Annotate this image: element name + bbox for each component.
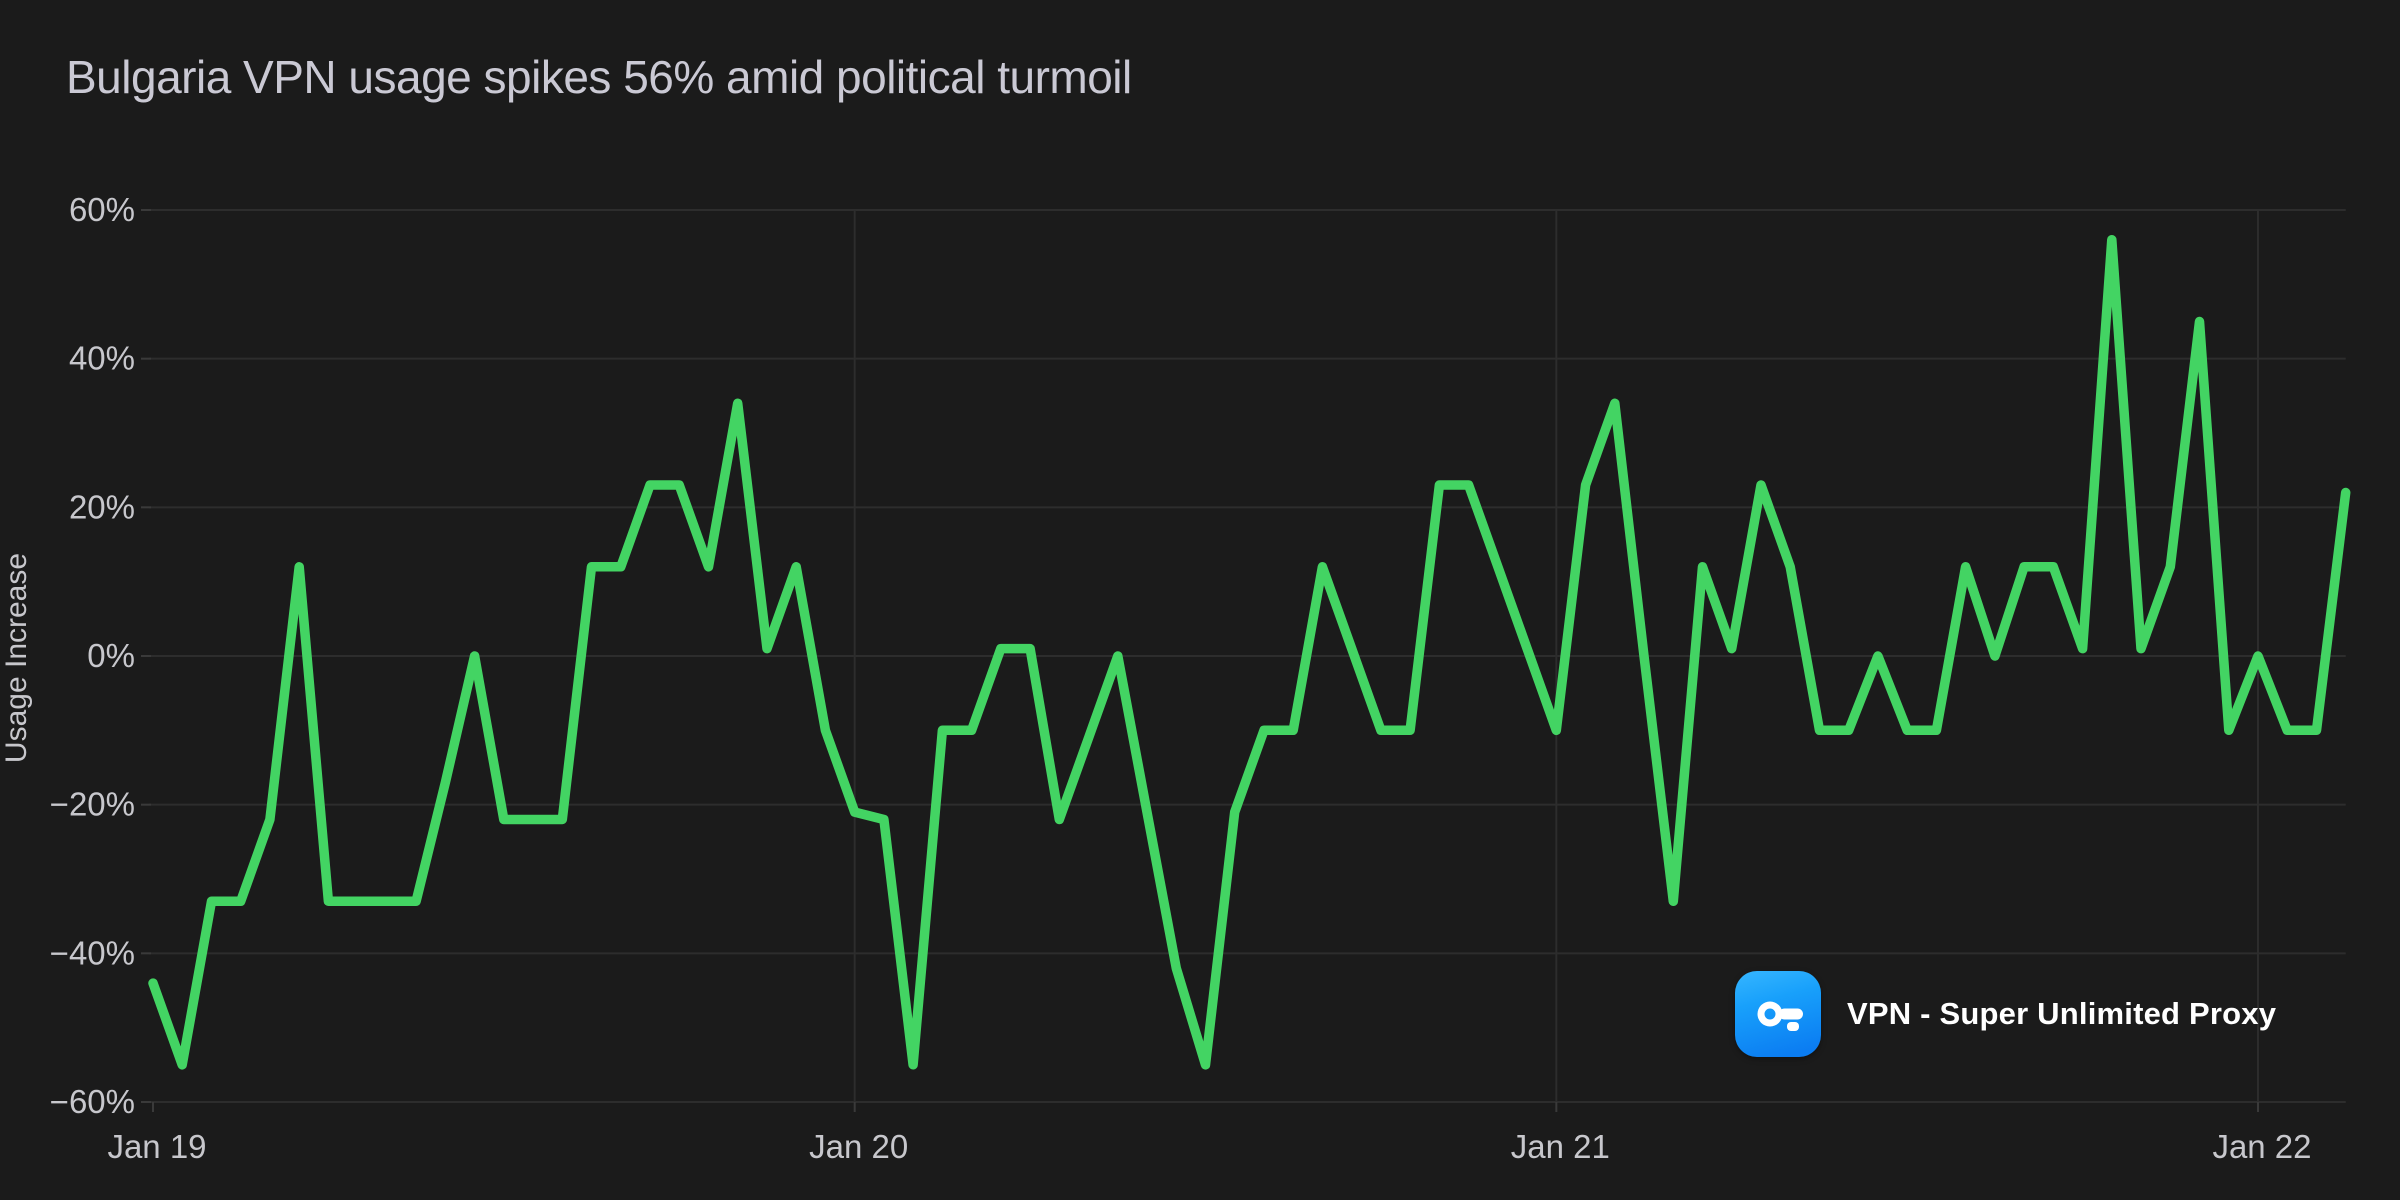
usage-line-series [148,234,2351,1070]
y-tick-label: 40% [69,340,135,377]
y-tick-label: 20% [69,488,135,525]
key-icon [1735,971,1821,1057]
y-tick-label: −40% [50,934,135,971]
x-tick-label: Jan 22 [2212,1128,2311,1165]
watermark-label: VPN - Super Unlimited Proxy [1847,996,2277,1031]
y-tick-label: −60% [50,1083,135,1120]
y-tick-label: 60% [69,191,135,228]
x-tick-label: Jan 20 [809,1128,908,1165]
watermark: VPN - Super Unlimited Proxy [1735,970,2276,1058]
chart-title: Bulgaria VPN usage spikes 56% amid polit… [66,51,1132,103]
x-tick-label: Jan 21 [1511,1128,1610,1165]
y-axis-title: Usage Increase [0,552,33,764]
y-tick-label: 0% [87,637,135,674]
y-tick-label: −20% [50,786,135,823]
x-tick-label: Jan 19 [107,1128,206,1165]
